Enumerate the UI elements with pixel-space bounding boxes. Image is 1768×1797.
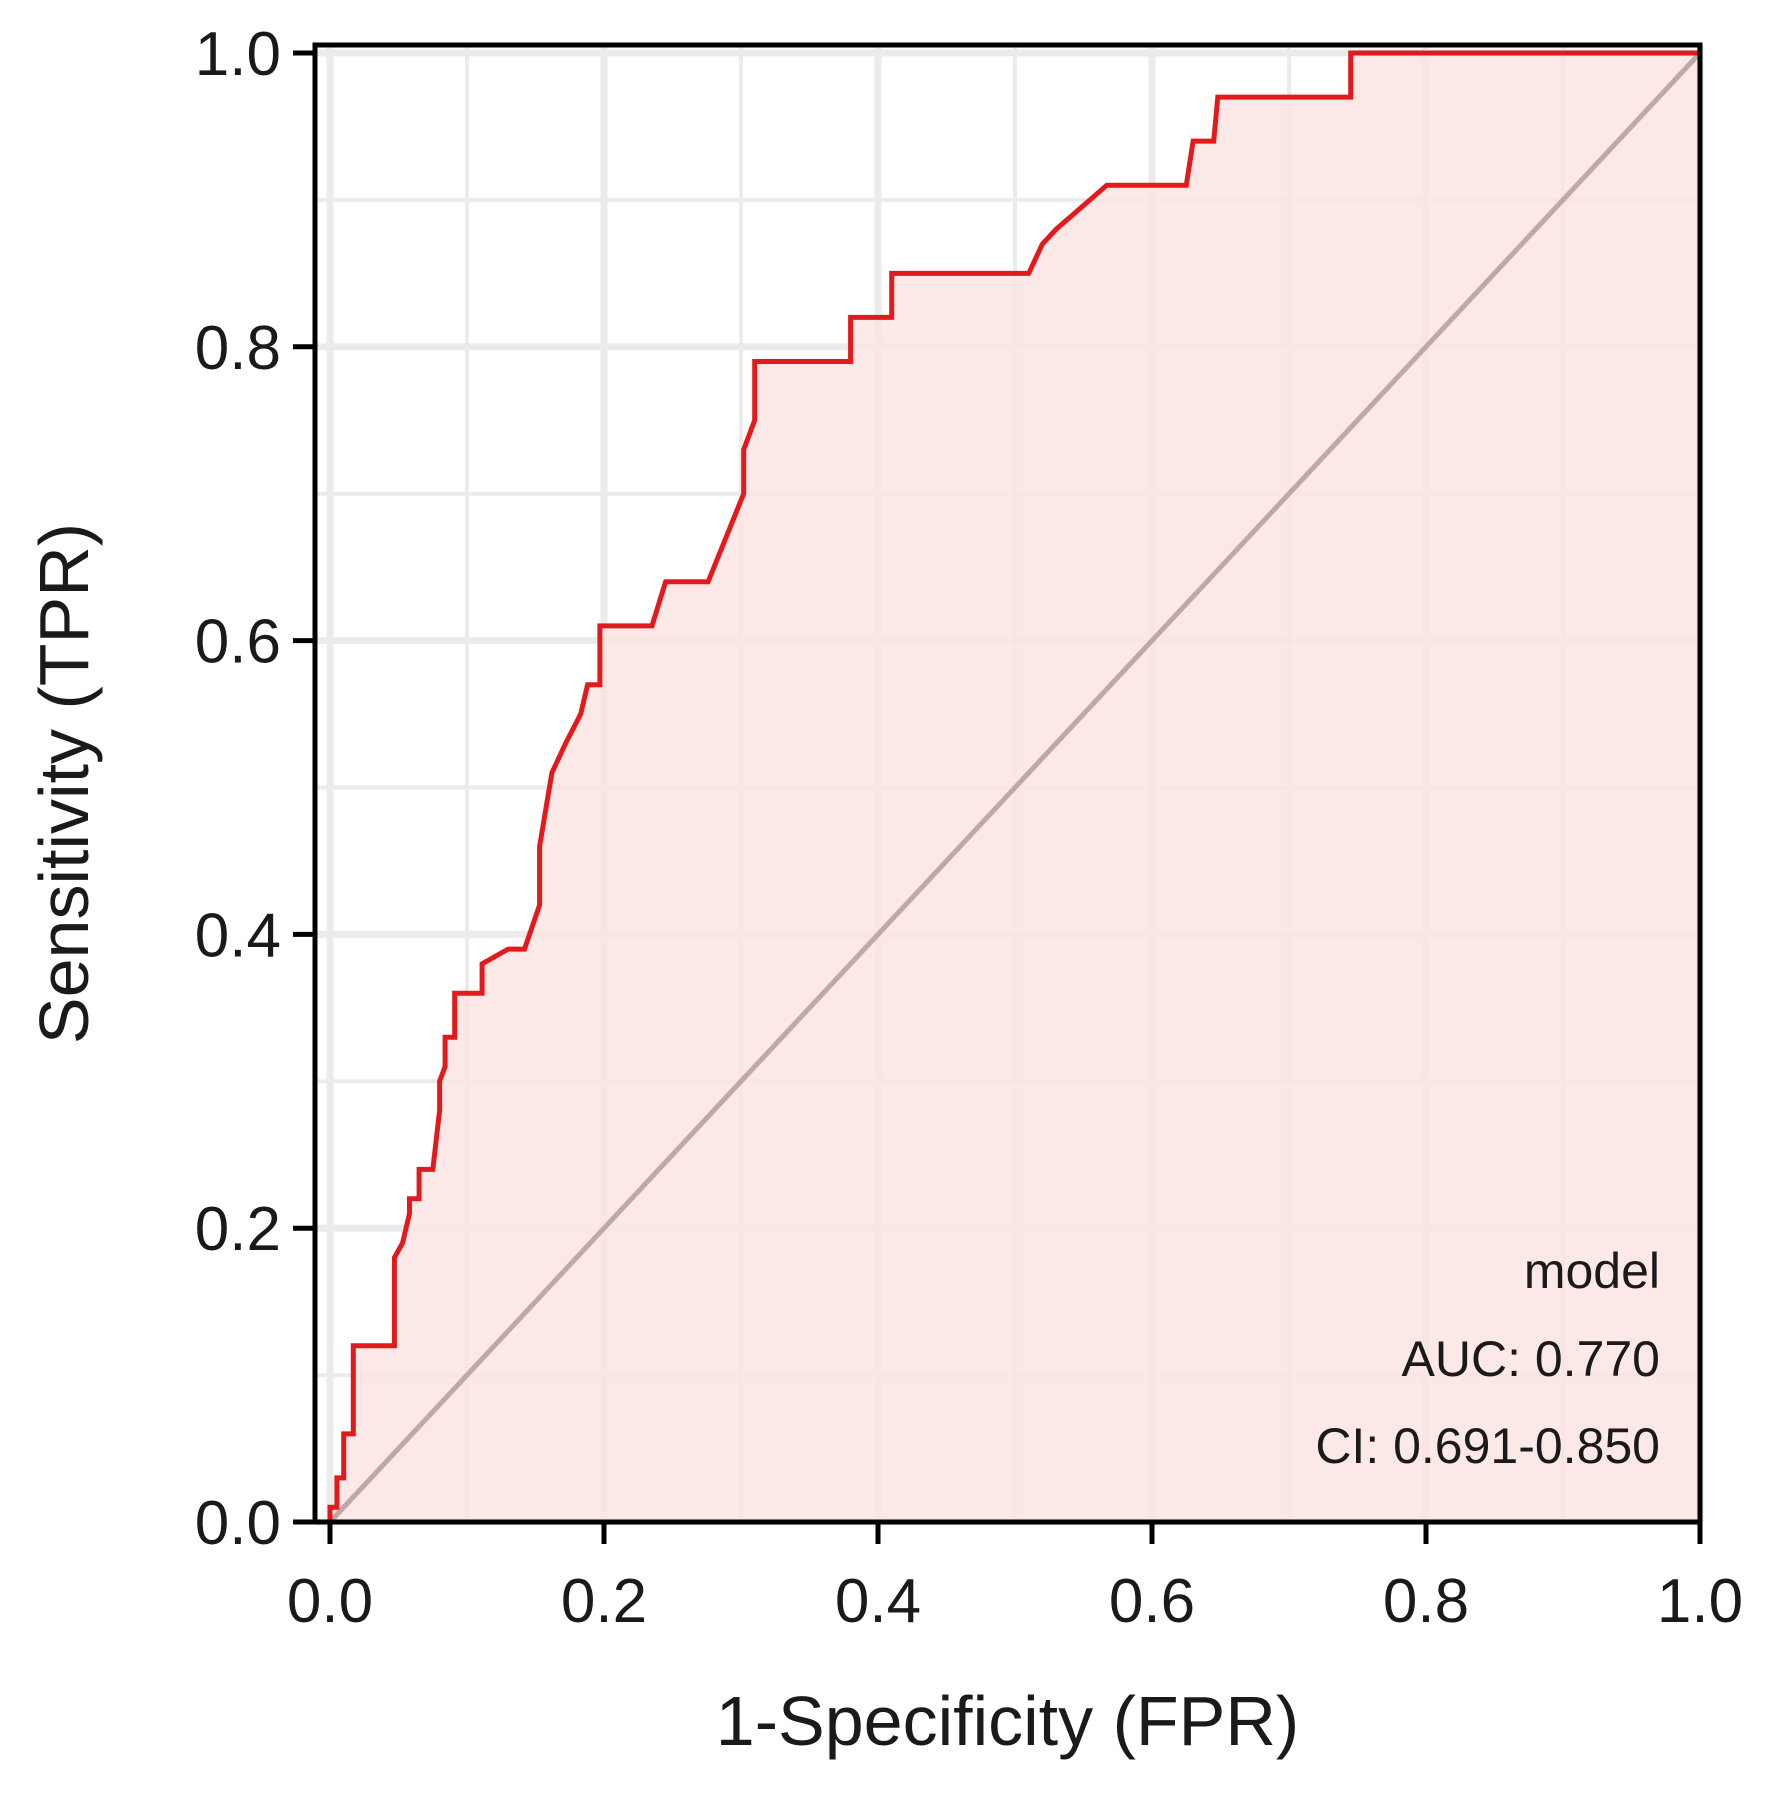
x-tick-label: 0.4 <box>835 1567 921 1636</box>
chance-diagonal-line <box>328 51 1702 1524</box>
x-axis-title: 1-Specificity (FPR) <box>716 1682 1299 1760</box>
y-tick-label: 0.4 <box>195 901 281 970</box>
legend-auc-value: AUC: 0.770 <box>1402 1331 1660 1387</box>
x-tick-label: 0.0 <box>287 1567 373 1636</box>
y-tick-label: 0.8 <box>195 314 281 383</box>
x-tick-label: 1.0 <box>1657 1567 1743 1636</box>
roc-curve-line <box>327 50 1700 1522</box>
legend-model-name: model <box>1524 1243 1660 1299</box>
x-tick-label: 0.6 <box>1109 1567 1195 1636</box>
plot-frame <box>312 42 1703 1525</box>
y-tick-label: 0.0 <box>195 1489 281 1558</box>
x-tick-label: 0.2 <box>561 1567 647 1636</box>
y-axis-title: Sensitivity (TPR) <box>25 523 103 1044</box>
legend-ci-value: CI: 0.691-0.850 <box>1315 1418 1660 1474</box>
y-tick-label: 0.2 <box>195 1195 281 1264</box>
x-tick-label: 0.8 <box>1383 1567 1469 1636</box>
y-tick-label: 1.0 <box>195 20 281 89</box>
y-tick-label: 0.6 <box>195 608 281 677</box>
axis-ticks: 0.0 0.2 0.4 0.6 0.8 1.0 0.0 0.2 0.4 0.6 0.8 1.0 <box>195 20 1743 1636</box>
